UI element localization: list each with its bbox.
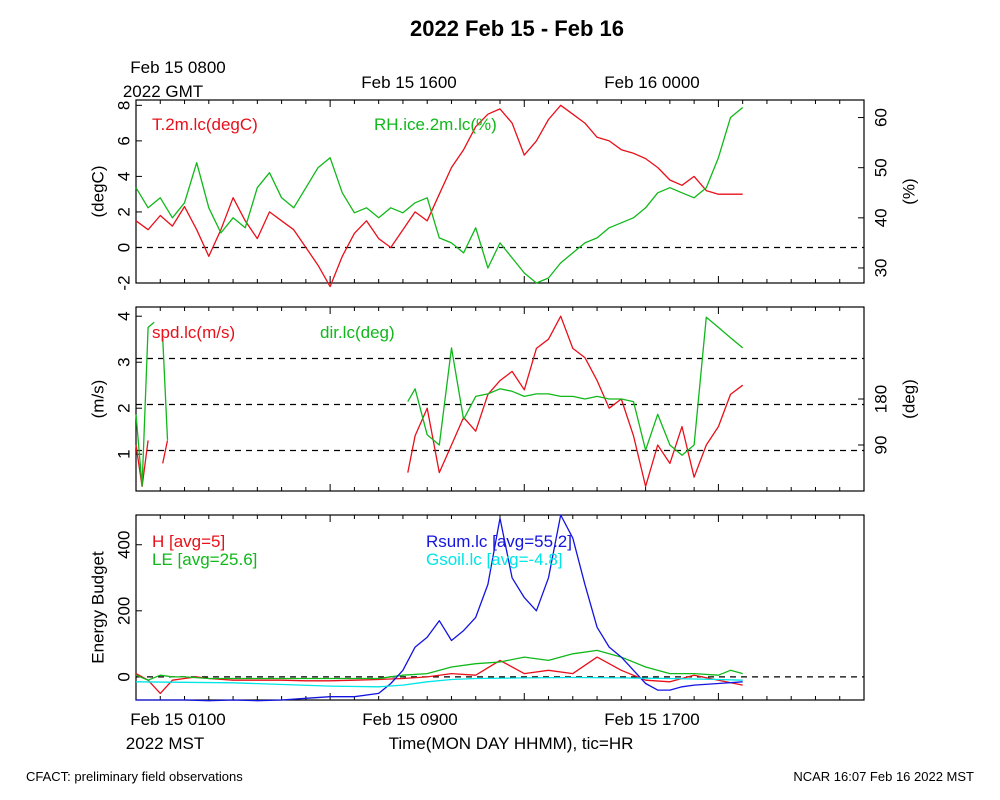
mst-label-1-line2: 2022 MST (126, 734, 204, 753)
footer-left: CFACT: preliminary field observations (26, 769, 243, 784)
legend-entry: spd.lc(m/s) (152, 323, 235, 342)
panel-1 (135, 99, 865, 288)
panel-2 (135, 306, 865, 492)
y-axis-label-left: (degC) (88, 166, 107, 218)
y-tick-label-left: 2 (114, 207, 133, 216)
series-line-green (135, 321, 155, 487)
series-line-cyan (135, 676, 743, 688)
gmt-label-2-line1: Feb 15 1600 (361, 73, 456, 92)
series-line-red (162, 440, 169, 464)
legend-entry: T.2m.lc(degC) (152, 115, 258, 134)
legend-entry: RH.ice.2m.lc(%) (374, 115, 497, 134)
mst-label-1-line1: Feb 15 0100 (130, 710, 225, 729)
mst-label-3-line1: Feb 15 1700 (604, 710, 699, 729)
gmt-label-3-line1: Feb 16 0000 (604, 73, 699, 92)
legend-entry: dir.lc(deg) (320, 323, 395, 342)
series-line-green (162, 337, 169, 440)
y-tick-label-left: 3 (114, 357, 133, 366)
y-axis-label-left: Energy Budget (88, 551, 107, 664)
y-tick-label-right: 90 (871, 436, 890, 455)
y-tick-label-right: 60 (871, 108, 890, 127)
y-axis-label-left: (m/s) (88, 380, 107, 419)
series-line-green (407, 316, 744, 456)
y-tick-label-left: 8 (114, 101, 133, 110)
series-line-red (407, 315, 744, 488)
y-tick-label-left: 4 (114, 311, 133, 320)
y-tick-label-left: 0 (114, 672, 133, 681)
chart-panels: -2 0 2 4 6 8 30 40 50 60 (degC) (%) 1 2 3 4 90 180 (m/s) (d… (88, 99, 918, 702)
gmt-label-1-line2: 2022 GMT (123, 82, 203, 101)
gmt-label-1-line1: Feb 15 0800 (130, 58, 225, 77)
y-tick-label-left: 400 (114, 531, 133, 559)
x-axis-label: Time(MON DAY HHMM), tic=HR (389, 734, 634, 753)
y-tick-label-left: 200 (114, 597, 133, 625)
series-line-blue (136, 514, 743, 702)
y-tick-label-left: 1 (114, 449, 133, 458)
series-line-red (135, 104, 743, 288)
y-tick-label-left: 2 (114, 403, 133, 412)
y-tick-label-right: 30 (871, 258, 890, 277)
footer-right: NCAR 16:07 Feb 16 2022 MST (793, 769, 974, 784)
mst-label-2-line1: Feb 15 0900 (362, 710, 457, 729)
series-line-red (135, 656, 743, 695)
y-tick-label-right: 50 (871, 158, 890, 177)
legend-entry: LE [avg=25.6] (152, 550, 257, 569)
y-tick-label-left: 6 (114, 136, 133, 145)
panel-frame (135, 306, 865, 492)
y-tick-label-left: 0 (114, 243, 133, 252)
series-line-green (135, 106, 744, 284)
y-axis-label-right: (deg) (899, 379, 918, 419)
panel-3 (135, 514, 865, 702)
y-tick-label-left: 4 (114, 172, 133, 181)
y-tick-label-left: -2 (114, 275, 133, 290)
y-axis-label-right: (%) (899, 178, 918, 204)
y-tick-label-right: 40 (871, 208, 890, 227)
legend-entry: Gsoil.lc [avg=-4.8] (426, 550, 563, 569)
y-tick-label-right: 180 (871, 385, 890, 413)
chart-title: 2022 Feb 15 - Feb 16 (410, 16, 624, 41)
series-line-green (135, 649, 743, 681)
legend-entry: Rsum.lc [avg=55.2] (426, 532, 572, 551)
legend-entry: H [avg=5] (152, 532, 225, 551)
